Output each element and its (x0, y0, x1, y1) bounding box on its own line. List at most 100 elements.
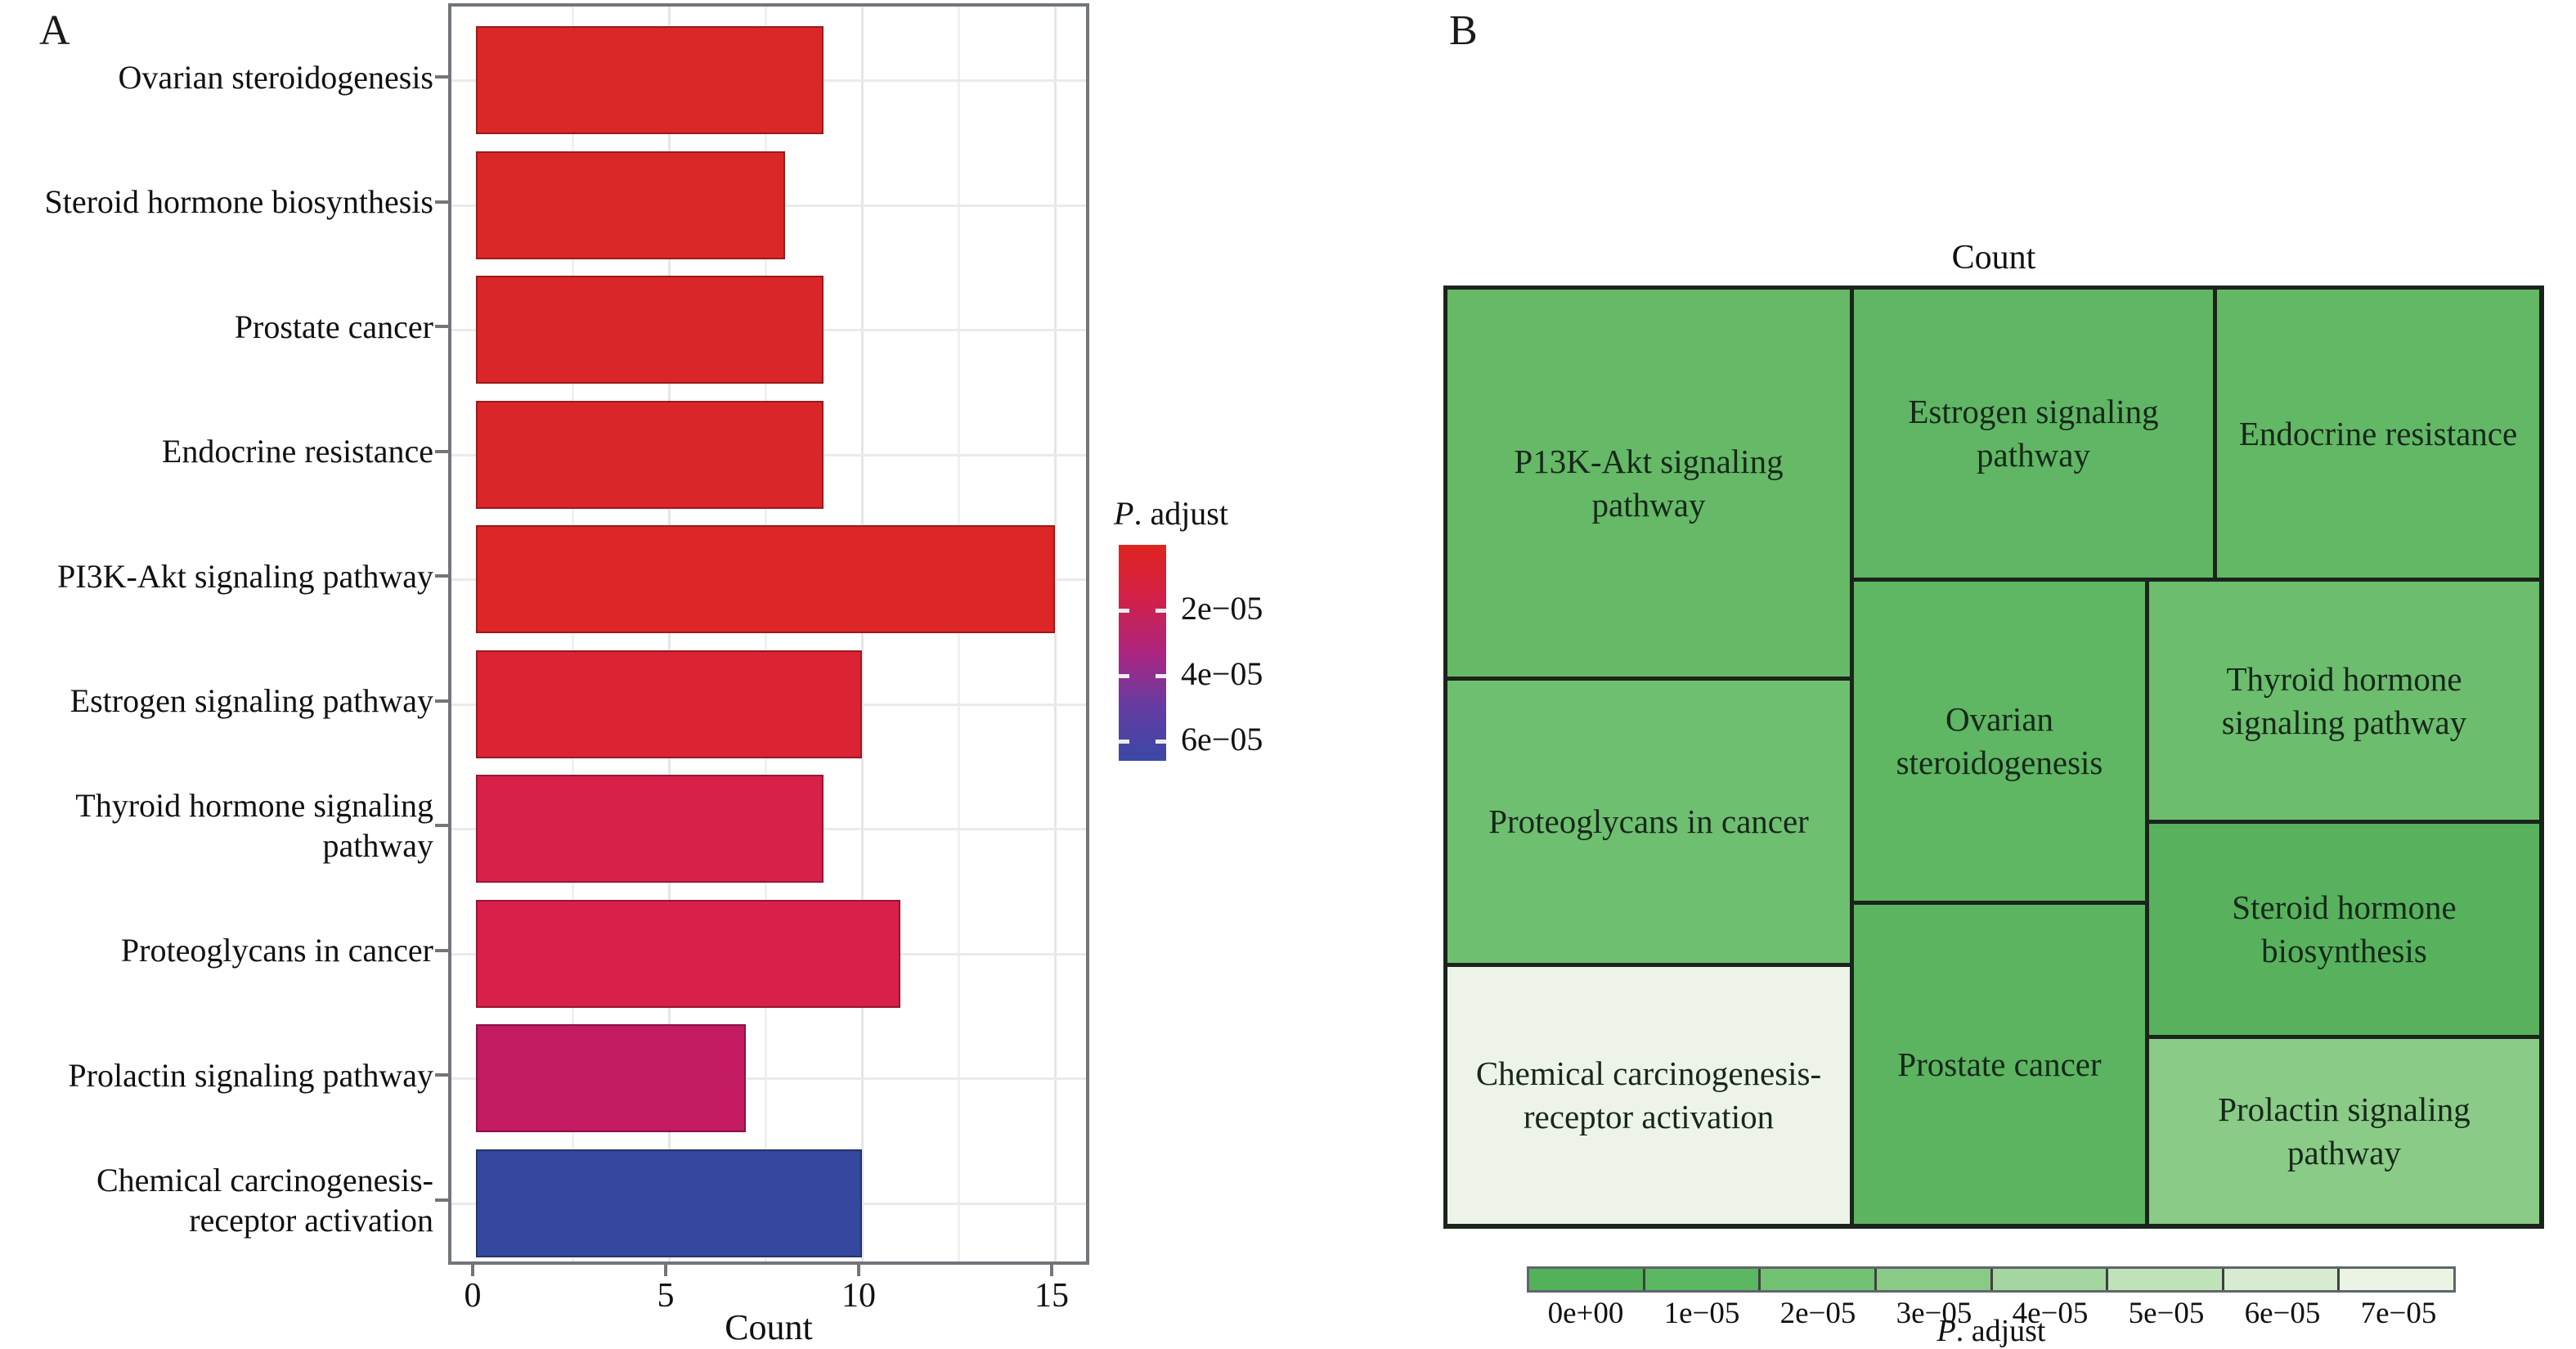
treemap-cell-label-line: Estrogen signaling (1908, 393, 2159, 430)
treemap-cell-label-line: pathway (2287, 1134, 2401, 1171)
y-axis-label: PI3K-Akt signaling pathway (0, 533, 433, 618)
treemap-cell-label-line: Endocrine resistance (2238, 414, 2518, 452)
y-axis-label: Endocrine resistance (0, 409, 433, 494)
treemap-cell-label-line: signaling pathway (2221, 703, 2467, 741)
legend-b-segment (1529, 1269, 1645, 1290)
y-axis-tick (435, 948, 448, 952)
treemap-cell-label-line: receptor activation (1523, 1098, 1775, 1135)
y-axis-label: Estrogen signaling pathway (0, 659, 433, 744)
treemap-cell-label-line: Prolactin signaling (2218, 1090, 2471, 1128)
legend-a-tick-label: 6e−05 (1181, 721, 1263, 758)
legend-b-title: P. adjust (1869, 1313, 2114, 1349)
bar-prolactin-signaling-pathway (476, 1024, 747, 1132)
x-axis-tick-label: 0 (464, 1277, 482, 1315)
treemap-cell-steroid-hormone-biosynthesis: Steroid hormone biosynthesis (2149, 824, 2539, 1035)
bar-ovarian-steroidogenesis (476, 26, 824, 134)
y-axis-label-line: receptor activation (189, 1201, 433, 1239)
treemap-cell-label-line: Steroid hormone (2232, 888, 2457, 926)
treemap-cell-label-line: steroidogenesis (1896, 744, 2103, 781)
gridline-x-minor (765, 7, 767, 1261)
bar-pi3k-akt-signaling-pathway (476, 525, 1055, 633)
treemap: P13K-Akt signaling pathway Proteoglycans i… (1443, 286, 2544, 1229)
legend-b-tick-label: 5e−05 (2128, 1297, 2205, 1330)
x-axis-tick (471, 1265, 474, 1276)
legend-b-segment (2108, 1269, 2224, 1290)
legend-a-title-rest: . adjust (1133, 495, 1228, 532)
panel-b-letter: B (1449, 7, 1478, 54)
bar-chemical-carcinogenesis-receptor-activation (476, 1149, 862, 1257)
x-axis-tick (857, 1265, 860, 1276)
y-axis-tick (435, 325, 448, 328)
y-axis-tick (435, 1073, 448, 1077)
legend-b-segment (1761, 1269, 1877, 1290)
y-axis-tick (435, 1198, 448, 1202)
y-axis-label: Steroid hormone biosynthesis (0, 160, 433, 245)
treemap-cell-proteoglycans-in-cancer: Proteoglycans in cancer (1447, 681, 1850, 963)
legend-b-title-italic: P (1936, 1314, 1956, 1348)
y-axis-label: Prolactin signaling pathway (0, 1032, 433, 1117)
y-axis-tick (435, 200, 448, 204)
gridline-x-major (668, 7, 671, 1261)
legend-b-segment (2340, 1269, 2453, 1290)
treemap-cell-estrogen-signaling-pathway: Estrogen signaling pathway (1854, 290, 2213, 578)
y-axis-label: Proteoglycans in cancer (0, 908, 433, 993)
y-axis-label-line: Ovarian steroidogenesis (118, 58, 433, 96)
treemap-cell-label-line: Proteoglycans in cancer (1488, 803, 1809, 840)
legend-b-tick-label: 6e−05 (2244, 1297, 2321, 1330)
bar-chart-x-axis-title: Count (725, 1307, 813, 1347)
y-axis-label-line: Proteoglycans in cancer (120, 932, 433, 969)
treemap-cell-label-line: Prostate cancer (1897, 1045, 2102, 1083)
x-axis-tick (1050, 1265, 1053, 1276)
treemap-cell-label-line: pathway (1977, 436, 2090, 474)
y-axis-label-line: Prostate cancer (234, 308, 433, 345)
legend-b-tick-label: 1e−05 (1663, 1297, 1740, 1330)
y-axis-tick (435, 699, 448, 703)
treemap-cell-thyroid-hormone-signaling-pathway: Thyroid hormone signaling pathway (2149, 582, 2539, 820)
treemap-cell-label-line: Chemical carcinogenesis- (1475, 1054, 1822, 1092)
bar-endocrine-resistance (476, 400, 824, 509)
legend-b-segment (2224, 1269, 2340, 1290)
bar-estrogen-signaling-pathway (476, 650, 862, 758)
y-axis-tick (435, 824, 448, 827)
legend-b-segment (1992, 1269, 2109, 1290)
bar-proteoglycans-in-cancer (476, 899, 901, 1008)
legend-b-tick-label: 2e−05 (1779, 1297, 1856, 1330)
treemap-cell-label-line: pathway (1591, 485, 1706, 524)
y-axis-label-line: Prolactin signaling pathway (68, 1056, 433, 1094)
treemap-cell-label-line: P13K-Akt signaling (1514, 442, 1784, 480)
y-axis-label-line: Thyroid hormone signaling (75, 787, 433, 824)
gridline-x-minor (572, 7, 574, 1261)
y-axis-label: Prostate cancer (0, 284, 433, 369)
bar-prostate-cancer (476, 276, 824, 384)
legend-a-title-italic: P (1114, 495, 1134, 532)
gridline-x-minor (958, 7, 960, 1261)
y-axis-label-line: Chemical carcinogenesis- (96, 1161, 433, 1198)
x-axis-tick (664, 1265, 667, 1276)
treemap-cell-ovarian-steroidogenesis: Ovarian steroidogenesis (1854, 582, 2145, 901)
treemap-cell-p13k-akt-signaling-pathway: P13K-Akt signaling pathway (1447, 290, 1850, 677)
bar-chart-plot-area (448, 3, 1089, 1265)
treemap-cell-prostate-cancer: Prostate cancer (1854, 905, 2145, 1224)
treemap-title: Count (1951, 239, 2036, 277)
pvalue-colorbar-vertical (1119, 545, 1166, 761)
treemap-cell-endocrine-resistance: Endocrine resistance (2217, 290, 2539, 578)
legend-b-segment (1876, 1269, 1993, 1290)
legend-a-tick-label: 4e−05 (1181, 655, 1263, 692)
legend-b-segment (1645, 1269, 1761, 1290)
legend-a-tick-label: 2e−05 (1181, 590, 1263, 627)
gridline-y-major (451, 1077, 1086, 1080)
panel-a-letter: A (39, 7, 70, 54)
treemap-cell-label-line: Thyroid hormone (2226, 659, 2462, 698)
legend-b-tick-label: 7e−05 (2360, 1297, 2437, 1330)
bar-thyroid-hormone-signaling-pathway (476, 775, 824, 883)
treemap-cell-label-line: Ovarian (1945, 700, 2054, 738)
y-axis-label-line: Estrogen signaling pathway (70, 682, 433, 719)
treemap-cell-label-line: biosynthesis (2261, 932, 2427, 969)
bar-steroid-hormone-biosynthesis (476, 151, 785, 259)
gridline-x-major (861, 7, 864, 1261)
treemap-cell-prolactin-signaling-pathway: Prolactin signaling pathway (2149, 1039, 2539, 1224)
y-axis-tick (435, 75, 448, 79)
legend-b-tick-label: 0e+00 (1547, 1297, 1624, 1330)
y-axis-label-line: pathway (322, 827, 433, 864)
